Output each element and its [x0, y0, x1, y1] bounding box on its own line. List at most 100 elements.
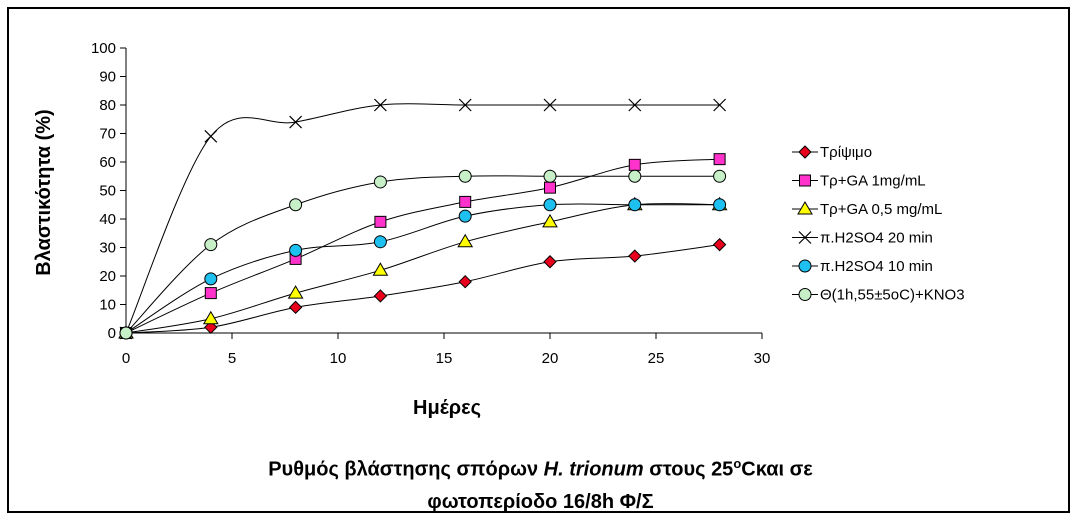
data-point	[544, 181, 556, 194]
data-point	[202, 310, 219, 325]
data-point	[543, 98, 557, 112]
x-marker-stroke	[458, 98, 472, 112]
data-point	[458, 274, 472, 289]
data-point	[458, 169, 472, 183]
legend-label: Θ(1h,55±5oC)+KNO3	[820, 287, 965, 304]
legend-label: Τρίψιμο	[820, 144, 872, 161]
series-line	[125, 202, 720, 334]
y-tick-label: 20	[99, 268, 116, 285]
legend-label: Τρ+GA 0,5 mg/mL	[820, 201, 942, 218]
legend-item-3: π.H2SO4 20 min	[792, 230, 933, 247]
data-point	[543, 255, 557, 269]
caption-degree: o	[733, 456, 742, 471]
legend-label: π.H2SO4 10 min	[820, 258, 933, 275]
legend-marker	[798, 231, 812, 244]
data-point	[204, 272, 218, 286]
data-point	[458, 98, 472, 112]
data-point	[289, 198, 303, 212]
data-point	[713, 153, 726, 166]
data-point	[713, 198, 727, 212]
y-tick-label: 100	[91, 40, 116, 57]
legend-item-2: Τρ+GA 0,5 mg/mL	[792, 201, 942, 218]
y-tick-label: 10	[99, 297, 116, 314]
x-marker-stroke	[628, 98, 642, 112]
data-point	[373, 289, 388, 303]
x-tick-label: 20	[542, 350, 559, 367]
data-point	[288, 300, 303, 315]
x-marker-stroke	[373, 98, 387, 112]
y-tick-label: 90	[99, 69, 116, 86]
data-point	[457, 233, 474, 248]
data-point	[119, 326, 133, 340]
data-point	[372, 262, 389, 276]
y-tick-label: 40	[99, 211, 116, 228]
data-point	[287, 285, 304, 299]
x-marker-stroke	[798, 231, 812, 244]
data-point	[628, 98, 642, 112]
data-point	[628, 169, 642, 183]
series-line	[125, 103, 720, 334]
data-point	[712, 237, 727, 252]
caption-line-2: φωτοπερίοδο 16/8h Φ/Σ	[427, 490, 654, 513]
legend-marker	[798, 259, 812, 273]
data-point	[459, 195, 472, 208]
series-2	[118, 196, 728, 339]
caption-species: H. trionum	[543, 458, 644, 481]
series-3	[119, 98, 727, 340]
data-point	[543, 198, 557, 212]
data-point	[542, 213, 558, 228]
y-tick-label: 60	[99, 154, 116, 171]
data-point	[289, 115, 303, 129]
series-line	[125, 158, 720, 334]
legend-item-5: Θ(1h,55±5oC)+KNO3	[792, 287, 965, 304]
series-4	[119, 198, 727, 340]
data-point	[543, 169, 557, 183]
data-point	[374, 215, 387, 228]
legend-marker	[799, 174, 811, 187]
data-point	[628, 158, 641, 171]
data-point	[204, 287, 217, 300]
legend-item-1: Τρ+GA 1mg/mL	[792, 173, 926, 190]
data-point	[628, 249, 642, 263]
legend-label: Τρ+GA 1mg/mL	[820, 173, 926, 190]
y-tick-label: 0	[108, 325, 116, 342]
data-point	[713, 98, 727, 112]
y-tick-label: 80	[99, 97, 116, 114]
series-line	[125, 203, 720, 334]
x-axis-title: Ημέρες	[413, 397, 481, 419]
x-tick-label: 15	[436, 350, 453, 367]
series-line	[125, 244, 720, 334]
x-marker-stroke	[713, 98, 727, 112]
data-point	[713, 169, 727, 183]
x-tick-label: 25	[648, 350, 665, 367]
data-point	[373, 175, 387, 189]
data-point	[373, 235, 387, 249]
legend-item-0: Τρίψιμο	[792, 144, 872, 161]
x-tick-label: 5	[228, 350, 236, 367]
data-point	[204, 320, 218, 335]
legend-marker	[798, 288, 812, 301]
x-marker-stroke	[289, 115, 303, 129]
legend-label: π.H2SO4 20 min	[820, 230, 933, 247]
data-point	[458, 209, 472, 223]
caption-line-1: Ρυθμός βλάστησης σπόρων H. trionum στους…	[0, 448, 1081, 486]
data-point	[289, 243, 303, 257]
x-marker-stroke	[543, 98, 557, 112]
caption-text-b: στους 25	[643, 458, 734, 481]
chart-frame	[7, 7, 1070, 513]
x-tick-label: 30	[754, 350, 771, 367]
y-axis-title: Βλαστικότητα (%)	[33, 109, 55, 275]
x-tick-label: 10	[330, 350, 347, 367]
legend-marker	[797, 201, 813, 215]
caption-text-a: Ρυθμός βλάστησης σπόρων	[268, 458, 544, 481]
data-point	[204, 129, 218, 143]
data-point	[373, 98, 387, 112]
y-tick-label: 50	[99, 183, 116, 200]
caption-text-c: Cκαι σε	[741, 458, 813, 481]
legend-item-4: π.H2SO4 10 min	[792, 258, 933, 275]
series-5	[119, 169, 727, 340]
x-tick-label: 0	[122, 350, 130, 367]
chart-caption: Ρυθμός βλάστησης σπόρων H. trionum στους…	[0, 448, 1081, 518]
x-marker-stroke	[204, 129, 218, 143]
